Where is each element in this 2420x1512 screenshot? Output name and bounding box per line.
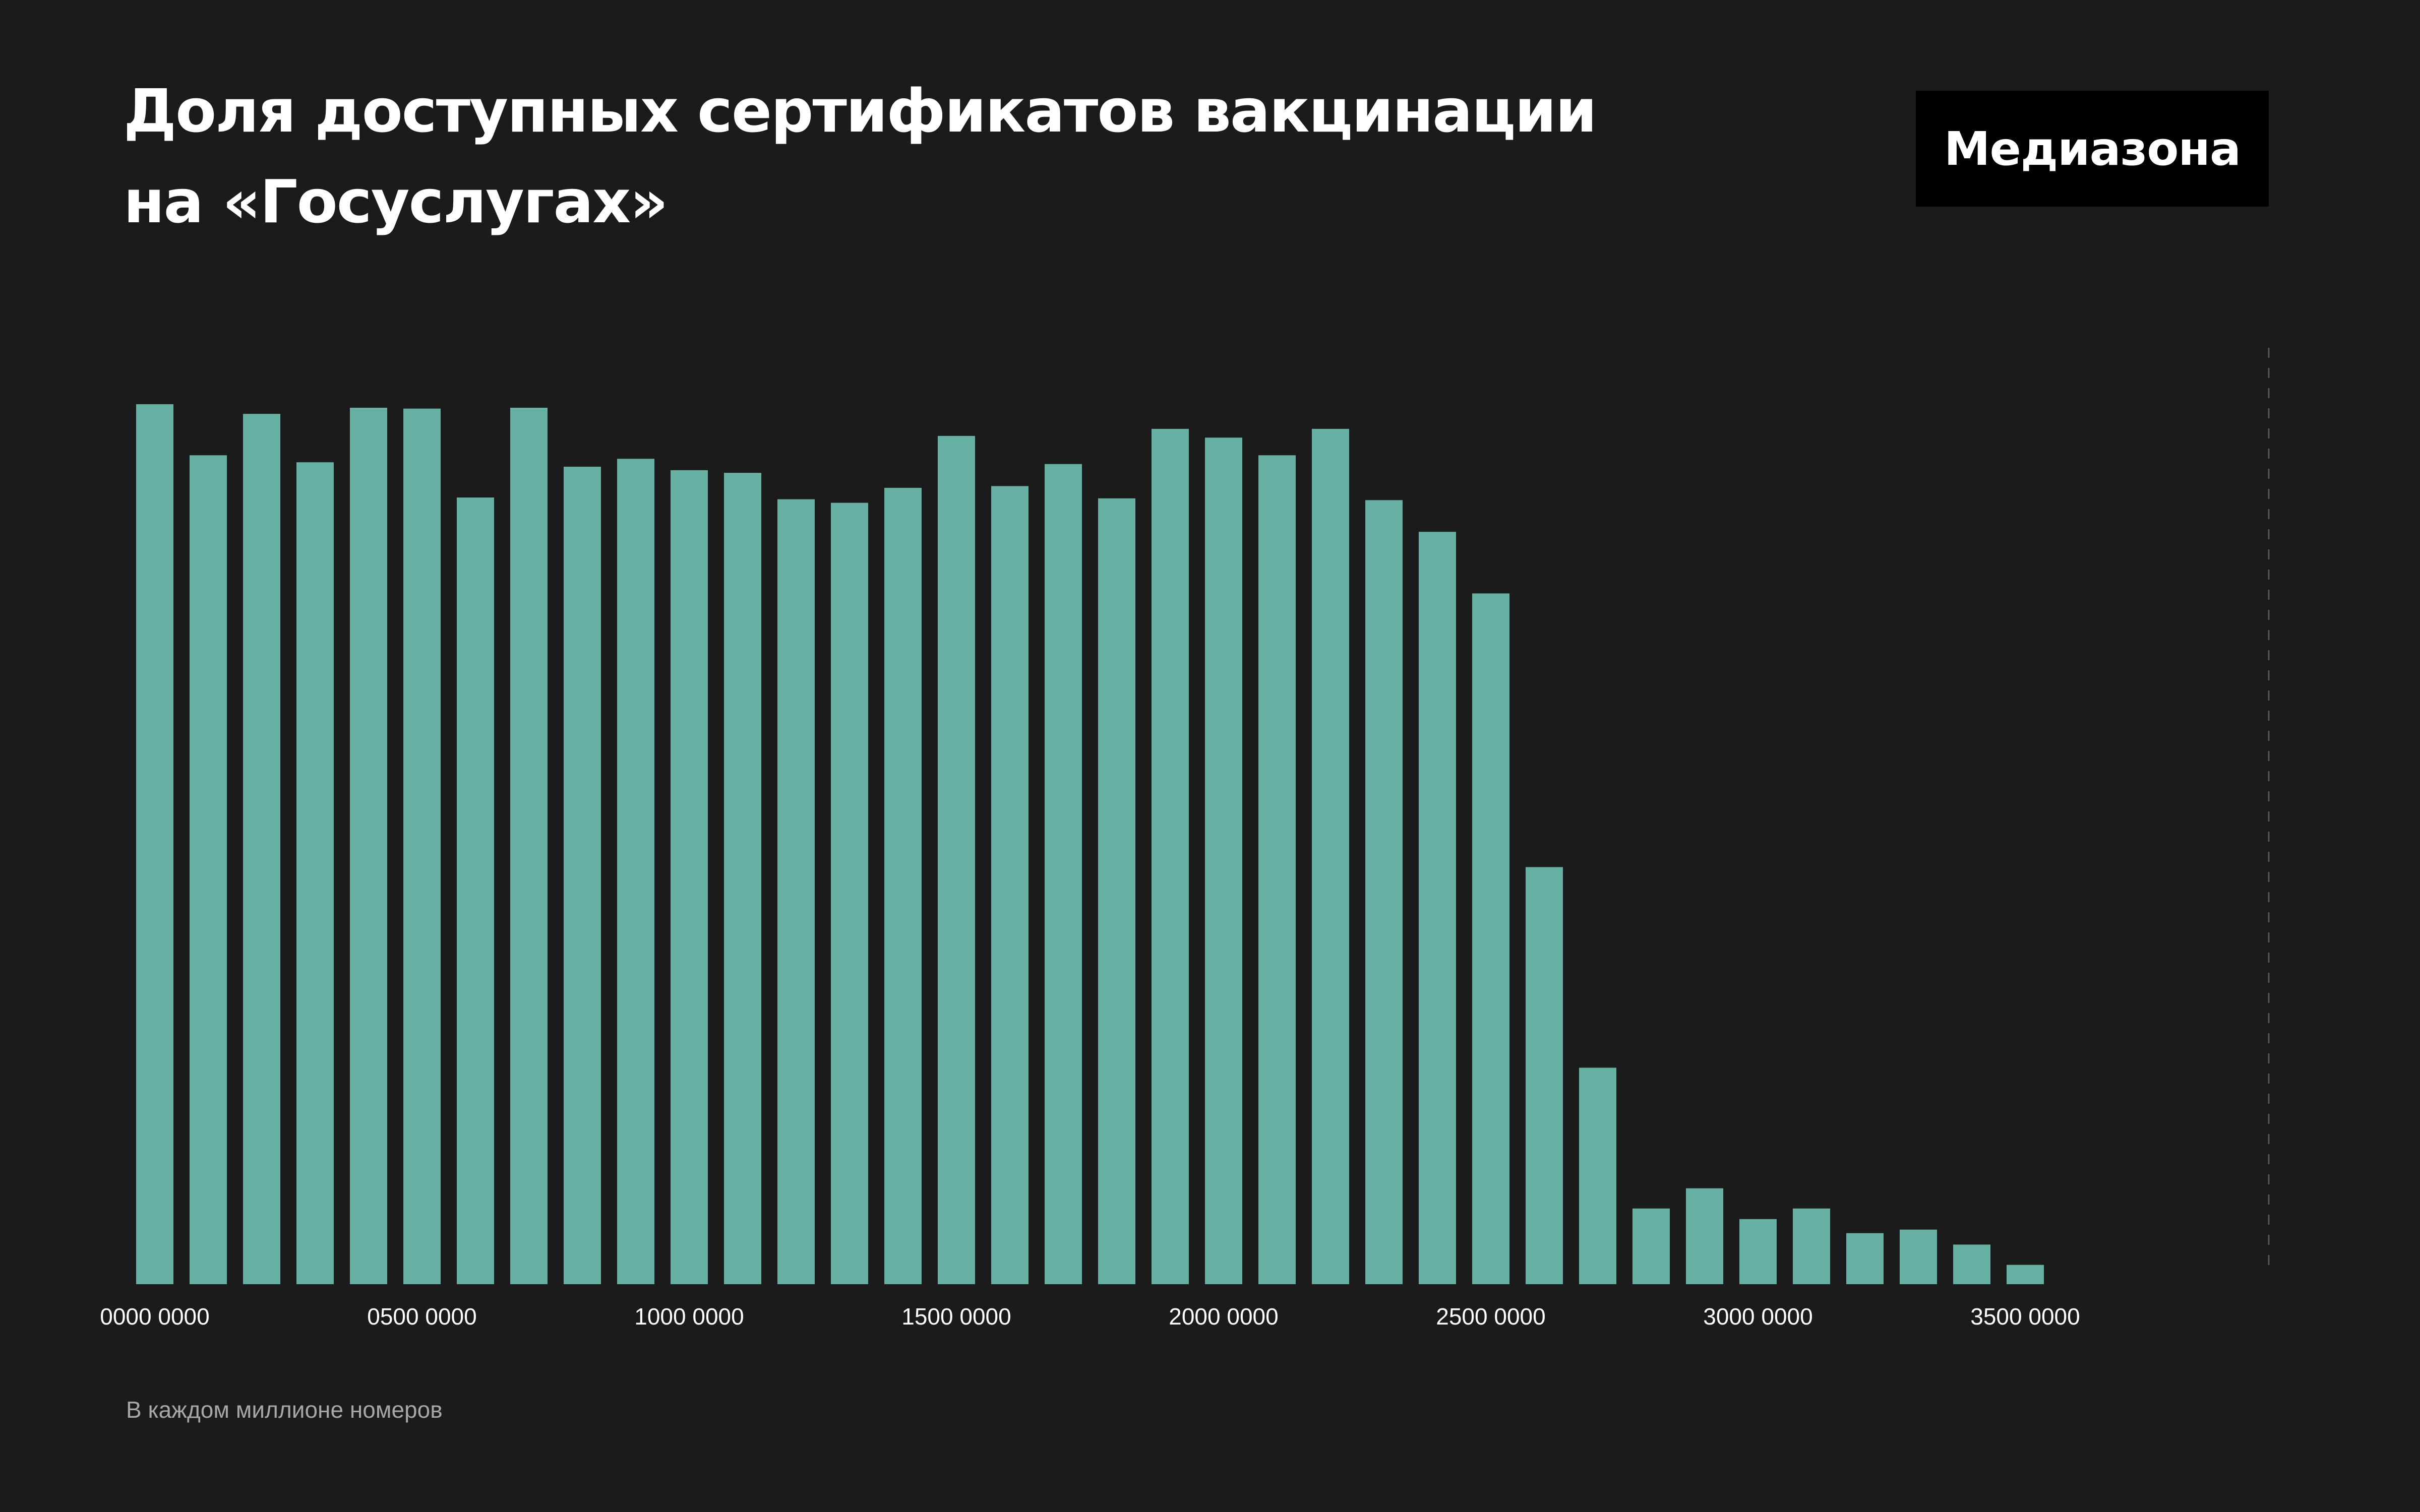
bar-1400 (884, 487, 922, 1284)
bar-3500 (2007, 1265, 2044, 1284)
bar-0500 (403, 408, 441, 1285)
x-tick-label: 1500 0000 (901, 1303, 1011, 1330)
bars-group (136, 404, 2044, 1285)
bar-2800 (1632, 1208, 1670, 1284)
x-tick-label: 0000 0000 (100, 1303, 209, 1330)
chart-title-line-1: Доля доступных сертификатов вакцинации (124, 76, 1597, 146)
bar-1900 (1152, 428, 1189, 1284)
bar-0100 (190, 455, 227, 1284)
bar-chart: 0000 0000 0500 0000 1000 0000 1500 0000 2000… (100, 348, 2270, 1330)
bar-1200 (777, 499, 815, 1284)
bar-2200 (1312, 428, 1349, 1284)
bar-3200 (1846, 1233, 1884, 1284)
bar-2300 (1365, 500, 1403, 1284)
bar-0600 (457, 497, 494, 1284)
bar-2900 (1686, 1188, 1723, 1284)
bar-1300 (831, 502, 868, 1284)
bar-1700 (1045, 464, 1082, 1285)
bar-2000 (1205, 437, 1242, 1284)
bar-2700 (1579, 1067, 1616, 1284)
chart-title-line-2: на «Госуслугах» (124, 167, 668, 236)
bar-0800 (564, 467, 601, 1284)
bar-3100 (1793, 1208, 1830, 1284)
bar-1600 (991, 486, 1028, 1284)
bar-3000 (1739, 1219, 1777, 1284)
bar-0200 (243, 414, 280, 1285)
x-tick-label: 2500 0000 (1436, 1303, 1545, 1330)
mediazona-logo: Медиазона (1916, 91, 2269, 207)
x-tick-labels: 0000 0000 0500 0000 1000 0000 1500 0000 2000… (100, 1303, 2080, 1330)
bar-0700 (510, 408, 548, 1284)
bar-1100 (724, 473, 761, 1285)
bar-2600 (1526, 867, 1563, 1284)
unit-note: В каждом миллионе номеров (126, 1397, 443, 1423)
bar-3300 (1900, 1229, 1937, 1284)
x-tick-label: 1000 0000 (634, 1303, 744, 1330)
x-tick-label: 3000 0000 (1703, 1303, 1812, 1330)
bar-1500 (938, 435, 975, 1284)
x-tick-label: 3500 0000 (1970, 1303, 2080, 1330)
x-tick-label: 2000 0000 (1169, 1303, 1278, 1330)
bar-0900 (617, 459, 654, 1284)
bar-3400 (1953, 1244, 1990, 1284)
bar-2400 (1419, 532, 1456, 1284)
x-tick-label: 0500 0000 (367, 1303, 476, 1330)
bar-0300 (296, 462, 334, 1285)
bar-1800 (1098, 498, 1135, 1284)
chart-title: Доля доступных сертификатов вакцинации н… (124, 66, 1636, 247)
bar-2100 (1258, 455, 1296, 1284)
bar-1000 (671, 470, 708, 1284)
bar-0000 (136, 404, 173, 1284)
bar-0400 (350, 408, 387, 1284)
bar-2500 (1472, 593, 1509, 1284)
